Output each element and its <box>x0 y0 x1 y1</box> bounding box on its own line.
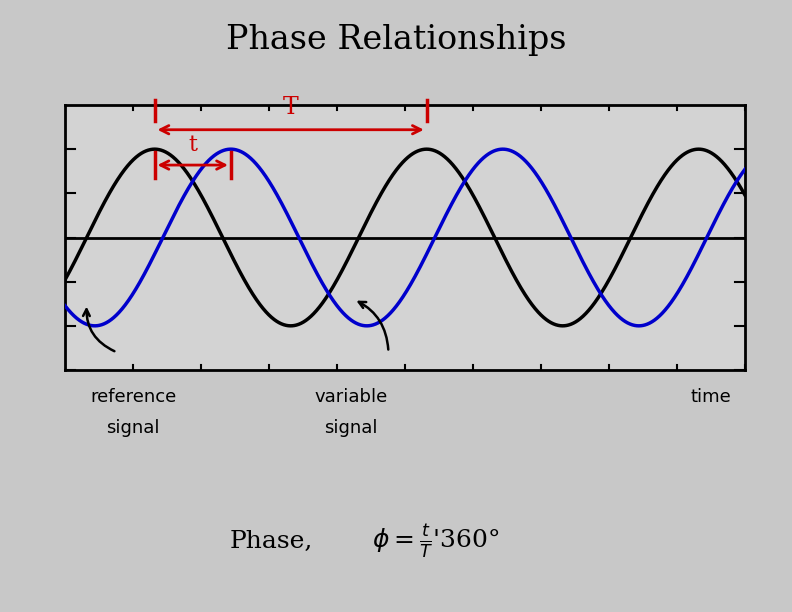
Text: variable: variable <box>314 389 387 406</box>
Text: reference: reference <box>89 389 176 406</box>
Text: Phase Relationships: Phase Relationships <box>226 24 566 56</box>
Text: signal: signal <box>106 419 160 437</box>
Text: time: time <box>691 389 731 406</box>
Text: t: t <box>188 134 197 156</box>
Text: T: T <box>283 96 299 119</box>
Text: $\phi = \frac{t}{T}$'360°: $\phi = \frac{t}{T}$'360° <box>372 523 500 560</box>
Text: signal: signal <box>324 419 377 437</box>
Text: Phase,: Phase, <box>230 530 313 553</box>
